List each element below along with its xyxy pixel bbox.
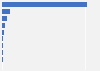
Bar (2, 30, 4, 35)
Bar (2, 9, 10, 14)
Bar (2, 2, 87, 7)
Bar (2, 43, 3, 48)
Bar (2, 23, 5, 28)
Bar (2, 16, 7, 21)
Bar (2, 36, 3, 41)
Bar (2, 50, 3, 55)
